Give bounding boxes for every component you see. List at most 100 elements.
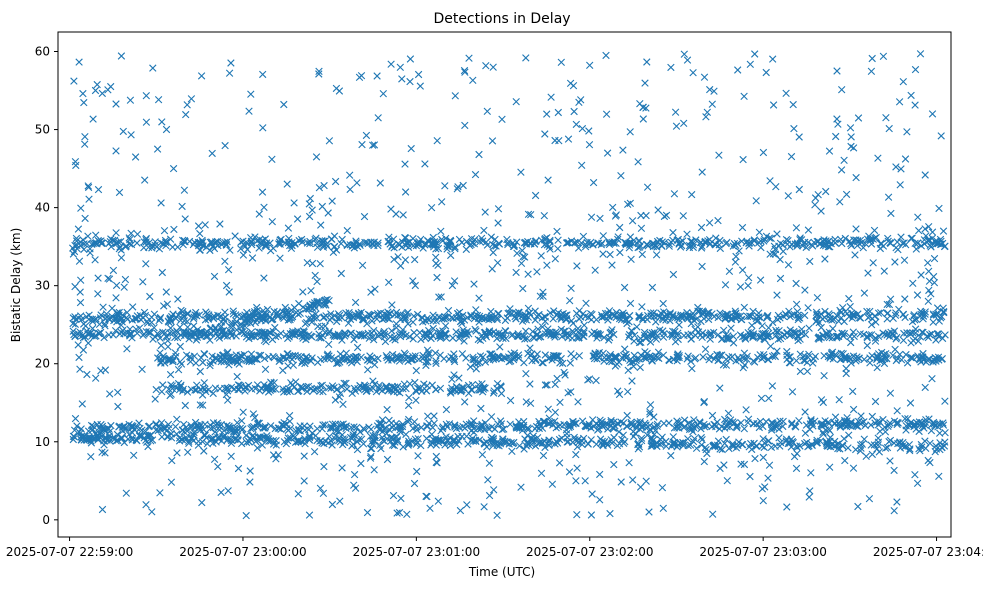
data-point	[120, 423, 128, 431]
data-point	[776, 442, 784, 450]
data-point	[245, 438, 253, 446]
data-point	[863, 307, 871, 316]
data-point	[596, 435, 605, 443]
data-point	[783, 503, 791, 511]
data-point	[350, 470, 359, 479]
data-point	[776, 417, 784, 425]
data-point	[306, 239, 314, 248]
data-point	[585, 127, 593, 135]
data-point	[776, 239, 785, 247]
data-point	[235, 360, 243, 368]
data-point	[501, 327, 509, 335]
data-point	[904, 415, 912, 423]
data-point	[258, 441, 266, 449]
data-point	[151, 238, 159, 246]
data-point	[939, 239, 947, 248]
data-point	[282, 440, 290, 448]
data-point	[180, 312, 188, 320]
data-point	[454, 183, 462, 191]
data-point	[261, 365, 270, 373]
data-point	[813, 311, 821, 320]
data-point	[792, 329, 801, 337]
data-point	[353, 423, 361, 432]
data-point	[177, 316, 185, 324]
x-tick-label: 2025-07-07 22:59:00	[6, 545, 133, 559]
data-point	[833, 332, 842, 340]
data-point	[276, 357, 284, 365]
data-point	[807, 469, 815, 477]
data-point	[69, 319, 77, 328]
data-point	[534, 325, 542, 333]
data-point	[340, 423, 348, 431]
data-point	[681, 422, 689, 431]
data-point	[448, 281, 457, 290]
data-point	[522, 327, 530, 335]
data-point	[271, 424, 279, 433]
data-point	[90, 316, 99, 324]
data-point	[685, 241, 694, 250]
data-point	[154, 354, 162, 362]
data-point	[551, 440, 559, 448]
data-point	[91, 434, 99, 442]
data-point	[883, 300, 891, 309]
data-point	[409, 335, 417, 343]
data-point	[298, 238, 306, 246]
data-point	[391, 383, 399, 391]
data-point	[906, 329, 914, 337]
data-point	[838, 239, 846, 248]
data-point	[426, 504, 434, 512]
data-point	[874, 309, 883, 317]
data-point	[166, 370, 175, 379]
x-axis-ticks: 2025-07-07 22:59:00 2025-07-07 23:00:00 20…	[6, 537, 983, 559]
data-point	[360, 425, 368, 434]
data-point	[206, 361, 214, 370]
data-point	[623, 411, 631, 420]
data-point	[756, 276, 765, 284]
data-point	[676, 439, 685, 447]
data-point	[222, 390, 231, 399]
data-point	[764, 311, 772, 320]
data-point	[917, 242, 925, 250]
data-point	[909, 329, 917, 337]
data-point	[890, 507, 898, 515]
data-point	[196, 229, 204, 238]
data-point	[396, 63, 404, 71]
data-point	[132, 314, 140, 323]
data-point	[523, 335, 531, 343]
data-point	[421, 160, 429, 168]
data-point	[91, 86, 100, 95]
data-point	[88, 324, 97, 333]
data-point	[718, 334, 727, 343]
data-point	[69, 314, 77, 322]
data-point	[623, 319, 631, 328]
data-point	[599, 232, 607, 240]
data-point	[631, 429, 639, 438]
data-point	[462, 237, 471, 246]
data-point	[756, 334, 764, 342]
data-point	[187, 421, 195, 430]
data-point	[517, 259, 526, 267]
data-point	[603, 439, 611, 447]
data-point	[936, 314, 945, 322]
data-point	[378, 387, 386, 395]
data-point	[669, 311, 677, 319]
data-point	[246, 467, 254, 475]
data-point	[191, 386, 199, 394]
data-point	[298, 384, 306, 393]
data-point	[373, 72, 381, 80]
data-point	[501, 354, 510, 362]
data-point	[157, 239, 165, 247]
data-point	[574, 244, 583, 252]
data-point	[93, 80, 101, 89]
data-point	[101, 322, 109, 330]
data-point	[196, 367, 204, 376]
data-point	[311, 271, 319, 280]
data-point	[110, 316, 118, 325]
data-point	[153, 329, 162, 338]
data-point	[524, 210, 533, 218]
data-point	[237, 320, 245, 328]
data-point	[268, 155, 276, 163]
data-point	[723, 423, 731, 431]
data-point	[932, 336, 940, 344]
data-point	[76, 328, 84, 336]
